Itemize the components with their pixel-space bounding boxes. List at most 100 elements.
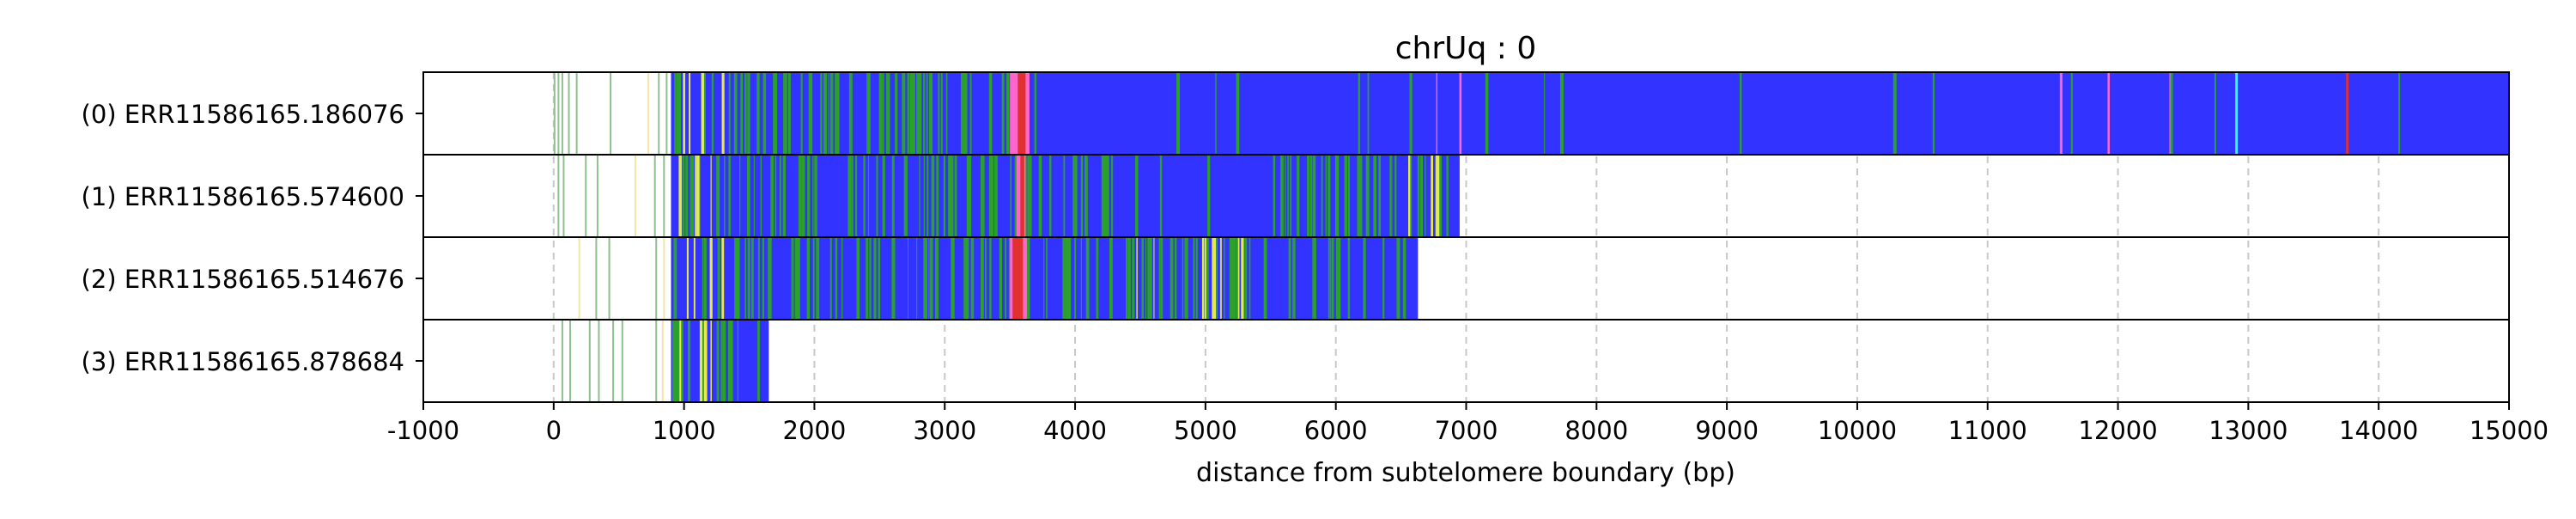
segment-mark bbox=[716, 155, 720, 237]
segment-mark bbox=[841, 237, 843, 320]
x-tick-label: 7000 bbox=[1435, 416, 1498, 445]
segment-mark bbox=[1201, 237, 1205, 320]
segment-mark bbox=[1436, 155, 1439, 237]
segment-mark bbox=[728, 155, 731, 237]
segment-mark bbox=[1215, 72, 1217, 155]
segment-mark bbox=[1005, 237, 1007, 320]
segment-mark bbox=[763, 72, 767, 155]
segment-mark bbox=[747, 72, 750, 155]
segment-mark bbox=[703, 320, 707, 402]
segment-mark bbox=[682, 155, 685, 237]
segment-mark bbox=[938, 72, 940, 155]
segment-mark bbox=[1313, 237, 1316, 320]
segment-mark bbox=[717, 237, 720, 320]
segment-mark bbox=[799, 155, 802, 237]
segment-mark bbox=[723, 320, 726, 402]
segment-mark bbox=[945, 72, 948, 155]
segment-mark bbox=[1431, 155, 1433, 237]
segment-mark bbox=[999, 237, 1000, 320]
segment-mark bbox=[678, 155, 682, 237]
segment-mark bbox=[913, 72, 915, 155]
segment-mark bbox=[1212, 237, 1214, 320]
sparse-mark bbox=[610, 72, 612, 155]
segment-mark bbox=[721, 72, 725, 155]
segment-mark bbox=[851, 155, 854, 237]
segment-mark bbox=[923, 72, 926, 155]
segment-mark bbox=[779, 155, 781, 237]
segment-mark bbox=[1402, 237, 1406, 320]
segment-mark bbox=[1084, 155, 1088, 237]
segment-mark bbox=[926, 72, 928, 155]
segment-mark bbox=[951, 237, 955, 320]
segment-mark bbox=[681, 320, 683, 402]
segment-mark bbox=[1213, 237, 1217, 320]
sparse-mark bbox=[568, 72, 570, 155]
segment-mark bbox=[1074, 155, 1078, 237]
segment-mark bbox=[706, 320, 708, 402]
segment-mark bbox=[1026, 237, 1030, 320]
segment-mark bbox=[807, 155, 811, 237]
segment-mark bbox=[879, 72, 883, 155]
x-tick-label: 8000 bbox=[1564, 416, 1628, 445]
segment-mark bbox=[829, 72, 834, 155]
segment-mark bbox=[801, 155, 805, 237]
segment-mark bbox=[1147, 237, 1151, 320]
segment-mark bbox=[1132, 237, 1135, 320]
segment-mark bbox=[710, 320, 712, 402]
x-axis-label: distance from subtelomere boundary (bp) bbox=[1196, 458, 1735, 488]
sparse-mark bbox=[596, 155, 598, 237]
read-bar bbox=[671, 320, 769, 402]
segment-mark bbox=[869, 237, 872, 320]
segment-mark bbox=[1062, 237, 1066, 320]
segment-mark bbox=[1207, 155, 1211, 237]
sparse-mark bbox=[562, 155, 565, 237]
segment-mark bbox=[1382, 237, 1385, 320]
segment-mark bbox=[678, 72, 681, 155]
segment-mark bbox=[746, 155, 750, 237]
read-bar bbox=[671, 155, 1460, 237]
segment-mark bbox=[1312, 155, 1316, 237]
segment-mark bbox=[964, 72, 968, 155]
segment-mark bbox=[758, 320, 760, 402]
segment-mark bbox=[1357, 155, 1360, 237]
segment-mark bbox=[981, 155, 985, 237]
sparse-mark bbox=[663, 237, 665, 320]
segment-mark bbox=[751, 237, 754, 320]
x-tick-label: 12000 bbox=[2078, 416, 2157, 445]
segment-mark bbox=[1231, 237, 1235, 320]
segment-mark bbox=[963, 237, 967, 320]
row-label: (3) ERR11586165.878684 bbox=[82, 347, 404, 376]
sparse-mark bbox=[598, 320, 600, 402]
segment-mark bbox=[808, 72, 811, 155]
segment-mark bbox=[820, 72, 823, 155]
segment-mark bbox=[848, 155, 852, 237]
segment-mark bbox=[1063, 155, 1066, 237]
segment-mark bbox=[943, 155, 946, 237]
chart-title: chrUq : 0 bbox=[1395, 31, 1537, 66]
segment-mark bbox=[2059, 72, 2063, 155]
segment-mark bbox=[835, 72, 837, 155]
segment-mark bbox=[923, 155, 926, 237]
segment-mark bbox=[756, 72, 760, 155]
segment-mark bbox=[980, 155, 983, 237]
x-tick-label: 10000 bbox=[1818, 416, 1897, 445]
segment-mark bbox=[696, 155, 700, 237]
segment-mark bbox=[698, 155, 701, 237]
segment-mark bbox=[886, 72, 890, 155]
segment-mark bbox=[1297, 155, 1299, 237]
segment-mark bbox=[687, 320, 691, 402]
segment-mark bbox=[923, 237, 926, 320]
segment-mark bbox=[1335, 237, 1340, 320]
segment-mark bbox=[929, 237, 933, 320]
segment-mark bbox=[916, 237, 918, 320]
segment-mark bbox=[940, 72, 943, 155]
segment-mark bbox=[1048, 155, 1052, 237]
segment-mark bbox=[878, 72, 881, 155]
segment-mark bbox=[702, 237, 704, 320]
sparse-mark bbox=[661, 320, 664, 402]
segment-mark bbox=[1329, 237, 1331, 320]
segment-mark bbox=[836, 72, 840, 155]
segment-mark bbox=[1394, 155, 1397, 237]
segment-mark bbox=[784, 72, 787, 155]
